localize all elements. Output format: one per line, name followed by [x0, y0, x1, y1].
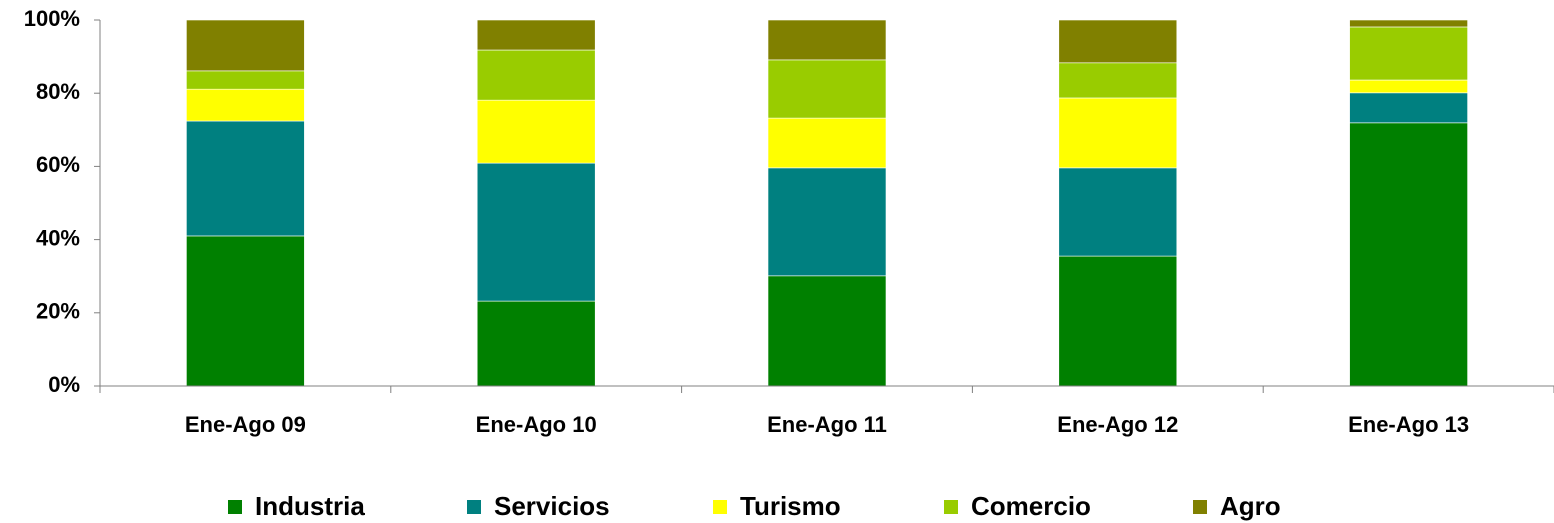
legend-label: Turismo	[740, 491, 841, 521]
bar-segment	[476, 162, 596, 302]
bar-segment	[1058, 255, 1178, 387]
bar-segment	[186, 235, 305, 387]
legend-swatch	[713, 500, 727, 514]
legend-label: Servicios	[494, 491, 610, 521]
y-tick-label: 60%	[36, 152, 80, 177]
legend-label: Industria	[255, 491, 365, 521]
bar-segment	[1058, 97, 1178, 169]
bar-segment	[476, 19, 596, 51]
bar-segment	[186, 70, 305, 90]
bar-segment	[1349, 79, 1468, 94]
x-tick-label: Ene-Ago 11	[767, 412, 887, 437]
bar-segment	[1349, 122, 1468, 387]
bar-segment	[1058, 62, 1178, 99]
bar-segment	[186, 88, 305, 122]
legend-label: Agro	[1220, 491, 1281, 521]
y-tick-label: 0%	[48, 372, 80, 397]
x-tick-label: Ene-Ago 09	[185, 412, 306, 437]
y-tick-label: 20%	[36, 299, 80, 324]
bar-segment	[1058, 167, 1178, 257]
bar-segment	[767, 275, 887, 387]
bar-segment	[767, 19, 887, 61]
x-tick-label: Ene-Ago 12	[1057, 412, 1178, 437]
bar-segment	[186, 120, 305, 237]
legend-swatch	[1193, 500, 1207, 514]
legend-swatch	[467, 500, 481, 514]
bar-segment	[476, 99, 596, 164]
bar-segment	[767, 117, 887, 169]
x-tick-label: Ene-Ago 10	[476, 412, 597, 437]
bar-segment	[767, 167, 887, 277]
bar-segment	[476, 49, 596, 101]
x-tick-label: Ene-Ago 13	[1348, 412, 1469, 437]
y-tick-label: 80%	[36, 79, 80, 104]
y-tick-label: 40%	[36, 225, 80, 250]
legend-swatch	[944, 500, 958, 514]
bar-segment	[1058, 19, 1178, 64]
bar-segment	[1349, 26, 1468, 81]
y-tick-label: 100%	[24, 6, 80, 31]
bar-segment	[1349, 19, 1468, 28]
bar-segment	[476, 300, 596, 387]
bar-segment	[186, 19, 305, 72]
bar-segment	[767, 59, 887, 119]
legend: Industria Servicios Turismo Comercio Agro	[228, 491, 1281, 521]
legend-swatch	[228, 500, 242, 514]
legend-label: Comercio	[971, 491, 1091, 521]
bar-segment	[1349, 92, 1468, 124]
